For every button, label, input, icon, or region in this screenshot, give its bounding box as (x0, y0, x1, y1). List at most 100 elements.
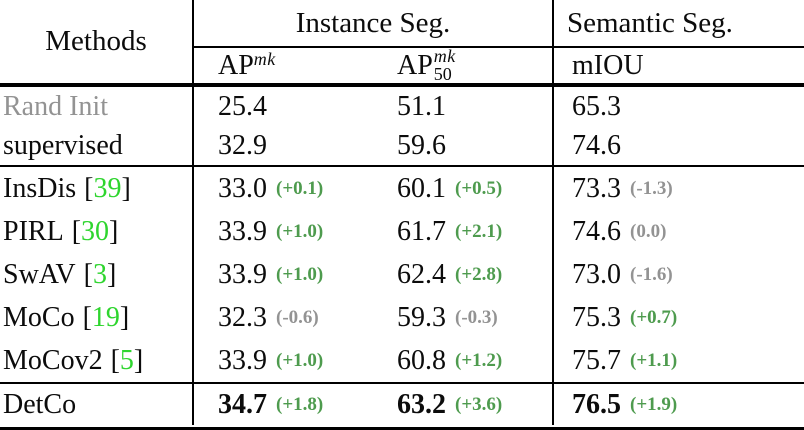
apmk50-delta: (+2.8) (455, 263, 503, 285)
miou-delta: (-1.6) (630, 263, 673, 285)
apmk-cell: 33.9 (+1.0) (194, 210, 397, 253)
apmk50-value: 59.3 (397, 301, 446, 333)
miou-value: 76.5 (572, 388, 621, 420)
bracket-close: ] (106, 258, 117, 290)
bracket-close: ] (121, 172, 131, 204)
apmk-delta: (+1.8) (276, 393, 324, 415)
method-cell: MoCo [19] (0, 296, 194, 339)
apmk50-header: AP mk 50 (397, 46, 554, 83)
apmk-cell: 25.4 (194, 87, 397, 126)
table-row: Rand Init [] 25.4 51.1 65.3 (0, 87, 804, 126)
method-name: MoCov2 (3, 344, 103, 376)
miou-value: 75.3 (572, 301, 621, 333)
instance-seg-header: Instance Seg. (194, 0, 554, 46)
bracket-open: [ (110, 344, 120, 376)
table-row: MoCov2 [5] 33.9 (+1.0) 60.8 (+1.2) 75.7 … (0, 339, 804, 382)
method-name: InsDis (3, 172, 77, 204)
apmk-cell: 32.3 (-0.6) (194, 296, 397, 339)
method-cell: Rand Init [] (0, 87, 194, 126)
apmk50-cell: 60.8 (+1.2) (397, 339, 554, 382)
citation-number: 3 (92, 258, 107, 290)
apmk-cell: 33.9 (+1.0) (194, 253, 397, 296)
apmk-header: APmk (194, 49, 397, 82)
apmk-value: 25.4 (218, 90, 267, 122)
miou-delta: (+1.1) (630, 349, 678, 371)
citation-ref: [19] (83, 302, 130, 334)
miou-value: 74.6 (572, 215, 621, 247)
apmk50-cell: 51.1 (397, 87, 554, 126)
miou-value: 74.6 (572, 129, 621, 161)
miou-cell: 65.3 (554, 87, 804, 126)
apmk-cell: 33.9 (+1.0) (194, 339, 397, 382)
miou-cell: 73.3 (-1.3) (554, 167, 804, 210)
apmk50-value: 60.8 (397, 344, 446, 376)
miou-cell: 75.3 (+0.7) (554, 296, 804, 339)
methods-header: Methods (0, 0, 194, 83)
apmk50-value: 51.1 (397, 90, 446, 122)
table-row: PIRL [30] 33.9 (+1.0) 61.7 (+2.1) 74.6 (… (0, 210, 804, 253)
header-right: Instance Seg. Semantic Seg. APmk AP mk 50 … (194, 0, 804, 83)
ssl-methods-section: InsDis [39] 33.0 (+0.1) 60.1 (+0.5) 73.3… (0, 167, 804, 384)
method-cell: SwAV [3] (0, 253, 194, 296)
miou-cell: 75.7 (+1.1) (554, 339, 804, 382)
citation-number: 39 (93, 172, 122, 204)
method-cell: InsDis [39] (0, 167, 194, 210)
apmk-value: 34.7 (218, 388, 267, 420)
apmk-value: 32.9 (218, 129, 267, 161)
miou-delta: (+0.7) (630, 306, 678, 328)
apmk-value: 33.9 (218, 344, 267, 376)
bracket-open: [ (83, 258, 93, 290)
apmk50-delta: (-0.3) (455, 306, 498, 328)
apmk50-supsub: mk 50 (433, 46, 456, 82)
citation-number: 19 (91, 301, 120, 333)
citation-number: 30 (81, 215, 110, 247)
citation-ref: [3] (84, 259, 117, 291)
apmk50-cell: 59.3 (-0.3) (397, 296, 554, 339)
apmk-base: AP (218, 50, 254, 81)
method-name: SwAV (3, 258, 76, 290)
table-row: MoCo [19] 32.3 (-0.6) 59.3 (-0.3) 75.3 (… (0, 296, 804, 339)
miou-value: 75.7 (572, 344, 621, 376)
miou-cell: 74.6 (0.0) (554, 210, 804, 253)
apmk50-superscript: mk (433, 46, 456, 67)
apmk-delta: (+1.0) (276, 220, 324, 242)
miou-value: 73.3 (572, 172, 621, 204)
bracket-open: [ (82, 301, 92, 333)
citation-number: 5 (119, 344, 134, 376)
apmk-delta: (+0.1) (276, 177, 324, 199)
method-name: Rand Init (3, 90, 108, 122)
semantic-seg-header: Semantic Seg. (567, 6, 733, 39)
apmk-cell: 34.7 (+1.8) (194, 384, 397, 425)
method-name: supervised (3, 129, 123, 161)
apmk-cell: 32.9 (194, 126, 397, 165)
apmk-delta: (+1.0) (276, 349, 324, 371)
apmk-value: 33.9 (218, 215, 267, 247)
apmk50-delta: (+1.2) (455, 349, 503, 371)
miou-cell: 74.6 (554, 126, 804, 165)
table-header: Methods Instance Seg. Semantic Seg. APmk… (0, 0, 804, 87)
apmk-value: 32.3 (218, 301, 267, 333)
apmk50-value: 63.2 (397, 388, 446, 420)
apmk50-value: 61.7 (397, 215, 446, 247)
miou-delta: (0.0) (630, 220, 667, 242)
apmk50-cell: 60.1 (+0.5) (397, 167, 554, 210)
citation-ref: [39] (84, 173, 131, 205)
apmk50-cell: 61.7 (+2.1) (397, 210, 554, 253)
table-row: supervised [] 32.9 59.6 74.6 (0, 126, 804, 165)
citation-ref: [30] (72, 216, 119, 248)
method-name: DetCo (3, 388, 77, 420)
table-row: SwAV [3] 33.9 (+1.0) 62.4 (+2.8) 73.0 (-… (0, 253, 804, 296)
method-cell: PIRL [30] (0, 210, 194, 253)
bracket-close: ] (133, 344, 144, 376)
baseline-section: Rand Init [] 25.4 51.1 65.3 supervised [… (0, 87, 804, 167)
miou-delta: (+1.9) (630, 393, 678, 415)
table-row: DetCo [] 34.7 (+1.8) 63.2 (+3.6) 76.5 (+… (0, 384, 804, 425)
apmk-superscript: mk (253, 49, 276, 69)
apmk50-value: 60.1 (397, 172, 446, 204)
column-groups: Instance Seg. Semantic Seg. (194, 0, 804, 48)
apmk50-cell: 59.6 (397, 126, 554, 165)
apmk-value: 33.0 (218, 172, 267, 204)
miou-header: mIOU (572, 49, 644, 81)
method-name: MoCo (3, 301, 75, 333)
